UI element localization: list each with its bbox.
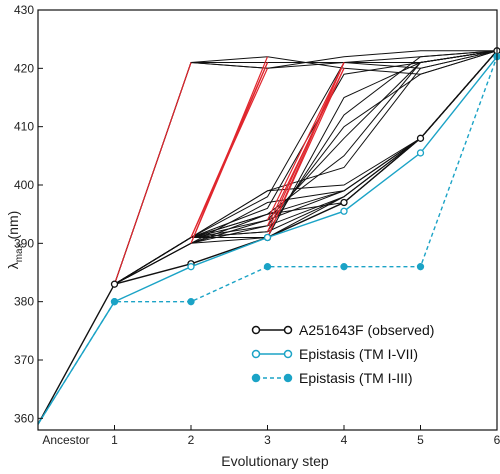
legend-marker: [283, 325, 293, 335]
data-point-observed: [340, 198, 348, 207]
y-tick-label: 430: [14, 3, 34, 17]
legend: A251643F (observed) Epistasis (TM I-VII) E…: [251, 322, 434, 386]
y-tick-label: 410: [14, 120, 34, 134]
legend-marker: [283, 349, 293, 359]
pathway-line-red: [266, 62, 345, 238]
x-tick-label: 1: [111, 433, 118, 447]
data-point-tm_vii: [416, 149, 425, 157]
series-lines: [37, 47, 500, 425]
axis-ticks: 360 370 380 390 400 410 420 430 Ancestor 1 2 3 4 5 6: [14, 3, 500, 447]
y-axis-label: λmax (nm): [5, 211, 25, 270]
x-tick-label: 4: [341, 433, 348, 447]
legend-label: A251643F (observed): [299, 322, 434, 338]
x-tick-label: Ancestor: [42, 433, 89, 447]
pathway-line-red: [190, 68, 269, 238]
legend-marker: [283, 373, 293, 383]
x-tick-label: 5: [417, 433, 424, 447]
y-tick-label: 390: [14, 236, 34, 250]
x-tick-label: 3: [264, 433, 271, 447]
y-tick-label: 420: [14, 61, 34, 75]
y-tick-label: 400: [14, 178, 34, 192]
y-tick-label: 370: [14, 353, 34, 367]
data-point-observed: [110, 280, 119, 288]
data-point-tm_vii: [263, 233, 272, 242]
pathway-lines: [113, 50, 498, 285]
data-point-tm_iii: [263, 263, 272, 271]
x-axis-label: Evolutionary step: [221, 453, 329, 469]
legend-label: Epistasis (TM I-VII): [299, 346, 418, 362]
x-tick-label: 2: [188, 433, 195, 447]
data-point-tm_vii: [187, 263, 195, 271]
data-point-tm_iii: [340, 263, 348, 271]
pathway-line-red: [113, 62, 192, 285]
data-point-observed: [416, 134, 425, 142]
legend-label: Epistasis (TM I-III): [299, 370, 413, 386]
pathway-line-red: [266, 62, 345, 221]
y-tick-label: 380: [14, 295, 34, 309]
data-point-tm_iii: [110, 298, 119, 306]
legend-marker: [251, 325, 261, 335]
legend-marker: [251, 373, 261, 383]
data-point-tm_vii: [340, 207, 348, 215]
legend-marker: [251, 349, 261, 359]
x-tick-label: 6: [494, 433, 500, 447]
data-point-tm_iii: [187, 298, 195, 306]
y-tick-label: 360: [14, 411, 34, 425]
pathway-line-red: [190, 56, 269, 244]
pathway-line-red: [266, 68, 345, 227]
data-point-tm_iii: [416, 263, 425, 271]
